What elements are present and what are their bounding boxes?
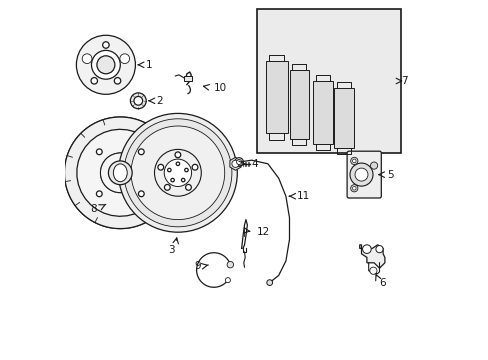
Circle shape [114, 77, 121, 84]
Text: 7: 7 [401, 76, 407, 86]
Circle shape [154, 149, 201, 196]
Circle shape [234, 158, 243, 166]
Circle shape [176, 162, 179, 166]
Circle shape [101, 153, 140, 193]
Circle shape [108, 161, 132, 185]
Text: 3: 3 [167, 245, 174, 255]
Circle shape [225, 278, 230, 283]
Circle shape [352, 159, 355, 163]
Text: 2: 2 [156, 96, 163, 106]
Circle shape [175, 152, 181, 158]
Polygon shape [229, 157, 241, 170]
Circle shape [96, 149, 102, 155]
Circle shape [123, 119, 231, 227]
Circle shape [138, 191, 144, 197]
Circle shape [120, 54, 129, 64]
Polygon shape [64, 117, 176, 229]
FancyBboxPatch shape [346, 151, 381, 198]
Circle shape [164, 184, 170, 190]
Circle shape [134, 96, 142, 105]
Circle shape [167, 168, 171, 172]
Circle shape [170, 178, 174, 182]
Circle shape [131, 126, 224, 220]
Circle shape [82, 54, 92, 64]
Circle shape [192, 165, 198, 170]
Circle shape [91, 77, 97, 84]
Text: 1: 1 [145, 60, 152, 70]
Circle shape [102, 42, 109, 48]
Polygon shape [359, 245, 384, 268]
Circle shape [91, 50, 120, 79]
Circle shape [158, 165, 163, 170]
Circle shape [375, 246, 382, 253]
Circle shape [370, 162, 377, 169]
Circle shape [266, 280, 272, 285]
Text: 4: 4 [251, 159, 258, 169]
Text: 10: 10 [213, 83, 226, 93]
Text: 11: 11 [296, 191, 309, 201]
Circle shape [181, 178, 184, 182]
Circle shape [354, 168, 367, 181]
Circle shape [121, 55, 128, 62]
Circle shape [185, 184, 191, 190]
Circle shape [369, 267, 376, 274]
Polygon shape [334, 88, 354, 148]
Text: 12: 12 [257, 227, 270, 237]
Circle shape [138, 149, 144, 155]
Polygon shape [289, 70, 309, 139]
Circle shape [362, 245, 370, 253]
Circle shape [350, 185, 357, 192]
Circle shape [236, 159, 241, 165]
Circle shape [118, 113, 237, 232]
Text: 9: 9 [194, 261, 201, 271]
Text: 8: 8 [90, 204, 97, 214]
Polygon shape [265, 61, 287, 133]
Polygon shape [64, 117, 169, 229]
Circle shape [96, 191, 102, 197]
Circle shape [352, 186, 355, 190]
Ellipse shape [113, 164, 127, 182]
Circle shape [350, 157, 357, 165]
Circle shape [97, 56, 115, 74]
Bar [184, 76, 192, 81]
Polygon shape [312, 81, 332, 144]
Circle shape [231, 160, 239, 167]
Circle shape [83, 55, 90, 62]
Circle shape [130, 93, 146, 109]
Circle shape [349, 163, 372, 186]
Circle shape [101, 153, 140, 193]
Text: 5: 5 [386, 170, 392, 180]
Circle shape [76, 35, 135, 94]
Bar [257, 9, 400, 153]
Text: 6: 6 [379, 278, 386, 288]
Circle shape [184, 168, 188, 172]
Circle shape [226, 261, 233, 268]
Circle shape [164, 159, 191, 186]
